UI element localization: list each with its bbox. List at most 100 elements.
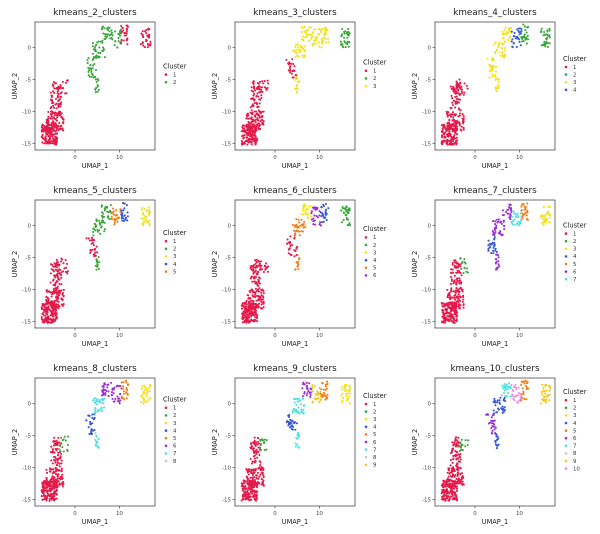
- x-tick-label: 10: [116, 155, 123, 161]
- point-cluster-1: [458, 460, 462, 463]
- point-cluster-1: [458, 466, 461, 469]
- point-cluster-1: [254, 135, 257, 138]
- point-cluster-1: [450, 488, 453, 491]
- point-cluster-1: [259, 461, 262, 464]
- point-cluster-2: [102, 212, 105, 215]
- legend-label-2: 2: [373, 76, 376, 82]
- point-cluster-1: [41, 136, 44, 139]
- point-cluster-2: [520, 28, 523, 31]
- point-cluster-4: [496, 435, 499, 438]
- point-cluster-3: [508, 30, 511, 33]
- point-cluster-1: [58, 294, 61, 297]
- point-cluster-6: [107, 395, 110, 398]
- point-cluster-1: [292, 63, 295, 66]
- point-cluster-1: [441, 488, 444, 491]
- point-cluster-1: [254, 291, 257, 294]
- point-cluster-2: [463, 266, 466, 269]
- point-cluster-9: [544, 395, 547, 398]
- point-cluster-3: [502, 32, 506, 35]
- point-cluster-2: [546, 41, 549, 45]
- point-cluster-5: [521, 217, 524, 220]
- point-cluster-9: [541, 393, 544, 396]
- point-cluster-5: [523, 208, 526, 211]
- point-cluster-4: [493, 244, 496, 247]
- point-cluster-7: [502, 387, 505, 390]
- point-cluster-1: [451, 111, 454, 114]
- point-cluster-1: [247, 473, 250, 476]
- point-cluster-6: [104, 389, 107, 392]
- point-cluster-2: [106, 35, 109, 38]
- legend-label-6: 6: [573, 436, 577, 442]
- point-cluster-2: [520, 36, 523, 39]
- point-cluster-2: [91, 45, 94, 48]
- point-cluster-1: [256, 317, 259, 320]
- point-cluster-1: [48, 499, 51, 502]
- point-cluster-1: [453, 301, 456, 304]
- point-cluster-1: [246, 115, 249, 118]
- y-tick-label: -15: [222, 142, 231, 148]
- point-cluster-1: [455, 464, 458, 467]
- point-cluster-1: [245, 117, 248, 120]
- point-cluster-3: [294, 87, 297, 90]
- point-cluster-3: [494, 52, 497, 55]
- point-cluster-1: [255, 101, 258, 105]
- point-cluster-2: [60, 436, 63, 439]
- point-cluster-5: [126, 383, 130, 386]
- point-cluster-3: [294, 45, 297, 49]
- point-cluster-3: [315, 39, 318, 42]
- point-cluster-1: [451, 317, 454, 320]
- point-cluster-1: [450, 135, 453, 138]
- point-cluster-7: [510, 220, 513, 223]
- point-cluster-1: [256, 272, 259, 275]
- point-cluster-5: [321, 381, 324, 384]
- point-cluster-2: [110, 31, 113, 34]
- point-cluster-6: [110, 393, 113, 396]
- point-cluster-5: [520, 383, 523, 386]
- point-cluster-1: [448, 314, 452, 317]
- point-cluster-10: [516, 394, 519, 397]
- point-cluster-2: [342, 218, 345, 221]
- point-cluster-1: [444, 489, 447, 492]
- point-cluster-4: [493, 236, 496, 239]
- point-cluster-2: [102, 48, 105, 51]
- point-cluster-1: [454, 298, 457, 301]
- point-cluster-3: [295, 48, 298, 51]
- point-cluster-7: [509, 387, 512, 390]
- point-cluster-1: [124, 31, 127, 35]
- point-cluster-6: [310, 210, 313, 213]
- point-cluster-2: [118, 34, 122, 37]
- point-cluster-1: [293, 65, 296, 68]
- point-cluster-4: [324, 202, 328, 206]
- point-cluster-1: [262, 483, 265, 486]
- point-cluster-1: [450, 287, 453, 290]
- y-tick-label: -10: [222, 110, 231, 116]
- panel-title: kmeans_7_clusters: [453, 186, 537, 196]
- point-cluster-1: [455, 265, 458, 268]
- point-cluster-1: [451, 494, 454, 497]
- point-cluster-2: [96, 78, 99, 81]
- point-cluster-6: [498, 264, 501, 268]
- point-cluster-1: [249, 133, 252, 136]
- point-cluster-3: [548, 206, 551, 209]
- panel-title: kmeans_4_clusters: [453, 8, 537, 18]
- point-cluster-1: [41, 123, 44, 126]
- point-cluster-5: [300, 229, 303, 233]
- point-cluster-3: [345, 388, 348, 391]
- point-cluster-1: [51, 462, 54, 465]
- point-cluster-4: [287, 424, 290, 427]
- y-axis-label: UMAP_2: [211, 73, 219, 100]
- point-cluster-1: [451, 320, 454, 323]
- point-cluster-1: [257, 113, 260, 116]
- y-tick-label: -10: [22, 110, 31, 116]
- point-cluster-1: [458, 455, 461, 458]
- point-cluster-2: [103, 221, 106, 224]
- point-cluster-7: [302, 412, 305, 415]
- point-cluster-7: [500, 394, 503, 397]
- point-cluster-1: [45, 289, 48, 292]
- point-cluster-7: [512, 223, 515, 226]
- point-cluster-1: [246, 469, 249, 472]
- point-cluster-1: [449, 85, 452, 88]
- point-cluster-1: [454, 126, 457, 129]
- point-cluster-2: [343, 36, 346, 39]
- point-cluster-1: [446, 288, 449, 291]
